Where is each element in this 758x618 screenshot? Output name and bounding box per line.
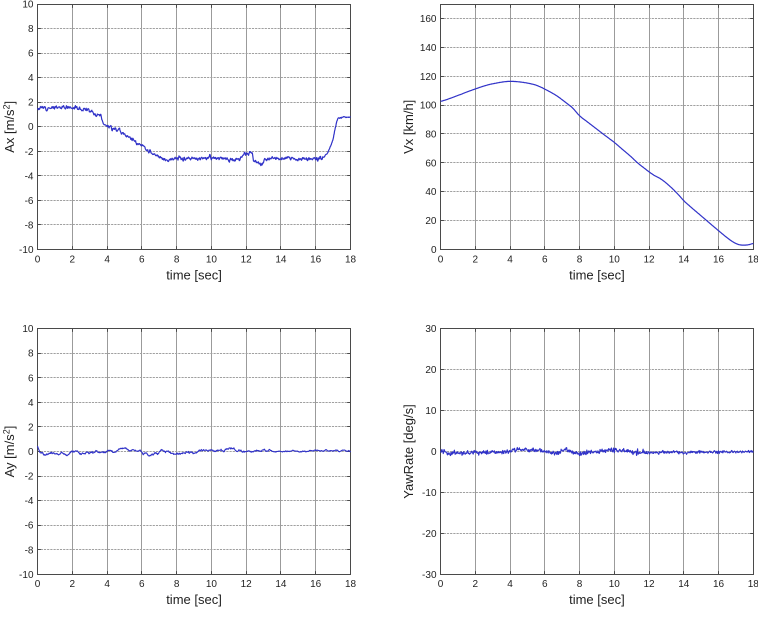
svg-text:12: 12 (643, 255, 655, 266)
svg-text:30: 30 (425, 324, 437, 335)
svg-text:0: 0 (438, 255, 444, 266)
svg-text:-2: -2 (25, 472, 34, 483)
svg-text:8: 8 (28, 24, 34, 35)
svg-text:10: 10 (206, 255, 218, 266)
svg-text:-10: -10 (19, 570, 34, 581)
svg-text:100: 100 (420, 101, 437, 112)
svg-text:10: 10 (206, 579, 218, 590)
svg-text:10: 10 (425, 406, 437, 417)
svg-text:-10: -10 (19, 245, 34, 256)
svg-text:-4: -4 (25, 171, 34, 182)
svg-text:0: 0 (35, 255, 41, 266)
svg-text:2: 2 (70, 255, 76, 266)
svg-text:18: 18 (345, 255, 357, 266)
svg-text:2: 2 (28, 98, 34, 109)
svg-text:8: 8 (174, 579, 180, 590)
svg-text:time [sec]: time [sec] (569, 592, 625, 607)
svg-text:16: 16 (713, 579, 725, 590)
svg-text:Ay [m/s2]: Ay [m/s2] (1, 426, 17, 478)
svg-text:20: 20 (425, 365, 437, 376)
svg-text:10: 10 (609, 579, 621, 590)
svg-text:10: 10 (22, 324, 34, 335)
svg-text:-2: -2 (25, 147, 34, 158)
svg-text:10: 10 (609, 255, 621, 266)
svg-text:60: 60 (425, 158, 437, 169)
svg-text:-6: -6 (25, 521, 34, 532)
svg-text:-6: -6 (25, 196, 34, 207)
svg-text:time [sec]: time [sec] (166, 592, 222, 607)
svg-text:10: 10 (22, 0, 34, 11)
svg-text:Vx [km/h]: Vx [km/h] (401, 100, 416, 154)
svg-text:time [sec]: time [sec] (569, 267, 625, 282)
svg-text:4: 4 (104, 255, 110, 266)
svg-text:80: 80 (425, 130, 437, 141)
svg-text:6: 6 (139, 579, 145, 590)
svg-text:8: 8 (577, 579, 583, 590)
svg-text:12: 12 (643, 579, 655, 590)
svg-text:6: 6 (542, 255, 548, 266)
svg-text:40: 40 (425, 187, 437, 198)
svg-text:18: 18 (748, 255, 758, 266)
svg-text:0: 0 (28, 122, 34, 133)
svg-text:140: 140 (420, 43, 437, 54)
svg-text:20: 20 (425, 216, 437, 227)
svg-text:8: 8 (174, 255, 180, 266)
svg-text:0: 0 (431, 245, 437, 256)
svg-text:Ax [m/s2]: Ax [m/s2] (1, 101, 17, 153)
svg-text:18: 18 (345, 579, 357, 590)
svg-text:-8: -8 (25, 545, 34, 556)
svg-text:18: 18 (748, 579, 758, 590)
svg-text:12: 12 (241, 579, 253, 590)
svg-text:12: 12 (241, 255, 253, 266)
svg-text:-8: -8 (25, 220, 34, 231)
svg-text:-20: -20 (422, 529, 437, 540)
svg-text:4: 4 (28, 73, 34, 84)
svg-text:-4: -4 (25, 496, 34, 507)
svg-text:6: 6 (28, 373, 34, 384)
svg-text:time [sec]: time [sec] (166, 267, 222, 282)
svg-text:0: 0 (438, 579, 444, 590)
svg-text:16: 16 (310, 579, 322, 590)
svg-text:2: 2 (70, 579, 76, 590)
svg-text:16: 16 (713, 255, 725, 266)
svg-text:8: 8 (577, 255, 583, 266)
svg-text:14: 14 (678, 579, 690, 590)
svg-text:4: 4 (28, 398, 34, 409)
svg-text:0: 0 (35, 579, 41, 590)
svg-text:0: 0 (28, 447, 34, 458)
svg-text:8: 8 (28, 349, 34, 360)
svg-text:16: 16 (310, 255, 322, 266)
svg-text:6: 6 (542, 579, 548, 590)
svg-text:-30: -30 (422, 570, 437, 581)
svg-text:-10: -10 (422, 488, 437, 499)
svg-text:0: 0 (431, 447, 437, 458)
svg-text:2: 2 (473, 255, 479, 266)
svg-text:14: 14 (275, 255, 287, 266)
svg-text:6: 6 (28, 49, 34, 60)
svg-text:120: 120 (420, 72, 437, 83)
svg-text:2: 2 (473, 579, 479, 590)
svg-text:4: 4 (507, 579, 513, 590)
svg-text:160: 160 (420, 14, 437, 25)
svg-text:2: 2 (28, 422, 34, 433)
svg-text:4: 4 (104, 579, 110, 590)
svg-text:4: 4 (507, 255, 513, 266)
svg-text:6: 6 (139, 255, 145, 266)
svg-text:14: 14 (275, 579, 287, 590)
svg-text:YawRate [deg/s]: YawRate [deg/s] (401, 404, 416, 498)
svg-text:14: 14 (678, 255, 690, 266)
